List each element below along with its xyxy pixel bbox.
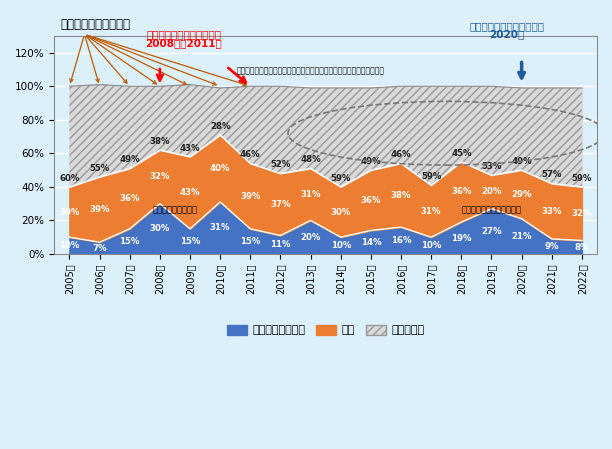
Text: 30%: 30% [150,224,170,233]
Text: 48%: 48% [300,155,321,164]
Text: 20%: 20% [481,187,502,196]
Text: 10%: 10% [421,241,441,250]
Text: コモディティー投賄: コモディティー投賄 [152,206,198,215]
Text: 39%: 39% [89,205,110,214]
Text: 19%: 19% [451,233,472,242]
Text: 38%: 38% [391,191,411,200]
Text: 9%: 9% [545,242,559,251]
Text: コモディティー価格ボトム: コモディティー価格ボトム [469,21,544,31]
Text: 31%: 31% [421,207,441,216]
Text: 10%: 10% [330,241,351,250]
Text: 29%: 29% [512,190,532,199]
Legend: 農業・畜産・鉱業, 工業, サービス業: 農業・畜産・鉱業, 工業, サービス業 [222,320,429,340]
Text: 33%: 33% [542,207,562,216]
Text: コモディティー価格ピーク: コモディティー価格ピーク [146,29,222,40]
Text: 31%: 31% [300,190,321,199]
Text: 30%: 30% [330,207,351,216]
Text: 2020年: 2020年 [489,29,524,40]
Text: 55%: 55% [89,163,110,172]
Text: 57%: 57% [542,170,562,179]
Text: 7%: 7% [92,243,107,253]
Text: 28%: 28% [210,122,230,131]
Text: 2008年、2011年: 2008年、2011年 [146,38,222,48]
Text: 60%: 60% [59,174,80,183]
Text: 14%: 14% [360,238,381,247]
Text: 53%: 53% [481,162,502,171]
Text: 21%: 21% [512,232,532,241]
Text: 11%: 11% [271,240,291,249]
Text: 32%: 32% [572,209,592,218]
Text: 45%: 45% [451,149,472,158]
Text: 49%: 49% [119,155,140,164]
Text: 高まる製造業投賄比率: 高まる製造業投賄比率 [61,18,130,31]
Text: 52%: 52% [271,160,291,169]
Text: 43%: 43% [180,188,200,197]
Text: サービス（特に電力、通信等のインフラや金融部門）の投賄比率高まる: サービス（特に電力、通信等のインフラや金融部門）の投賄比率高まる [237,67,384,76]
Text: 31%: 31% [210,224,230,233]
Text: 39%: 39% [240,192,261,201]
Text: 15%: 15% [119,237,140,246]
Text: 49%: 49% [511,157,532,166]
Text: 30%: 30% [59,207,80,216]
Text: 38%: 38% [149,137,170,146]
Text: 59%: 59% [572,174,592,183]
Text: 15%: 15% [240,237,261,246]
Text: 海底油田鉱区入札の活発化: 海底油田鉱区入札の活発化 [461,206,521,215]
Text: 8%: 8% [575,243,589,252]
Text: 36%: 36% [119,194,140,203]
Text: 10%: 10% [59,241,80,250]
Text: 43%: 43% [180,144,200,153]
Text: 36%: 36% [451,187,472,196]
Text: 16%: 16% [391,236,411,245]
Text: 59%: 59% [330,174,351,183]
Text: 37%: 37% [270,200,291,209]
Text: 32%: 32% [149,172,170,181]
Text: 36%: 36% [360,196,381,205]
Text: 40%: 40% [210,164,230,173]
Text: 59%: 59% [421,172,441,181]
Text: 46%: 46% [390,150,411,159]
Text: 46%: 46% [240,150,261,159]
Text: 27%: 27% [481,227,502,236]
Text: 15%: 15% [180,237,200,246]
Text: 20%: 20% [300,233,321,242]
Text: 49%: 49% [360,157,381,166]
